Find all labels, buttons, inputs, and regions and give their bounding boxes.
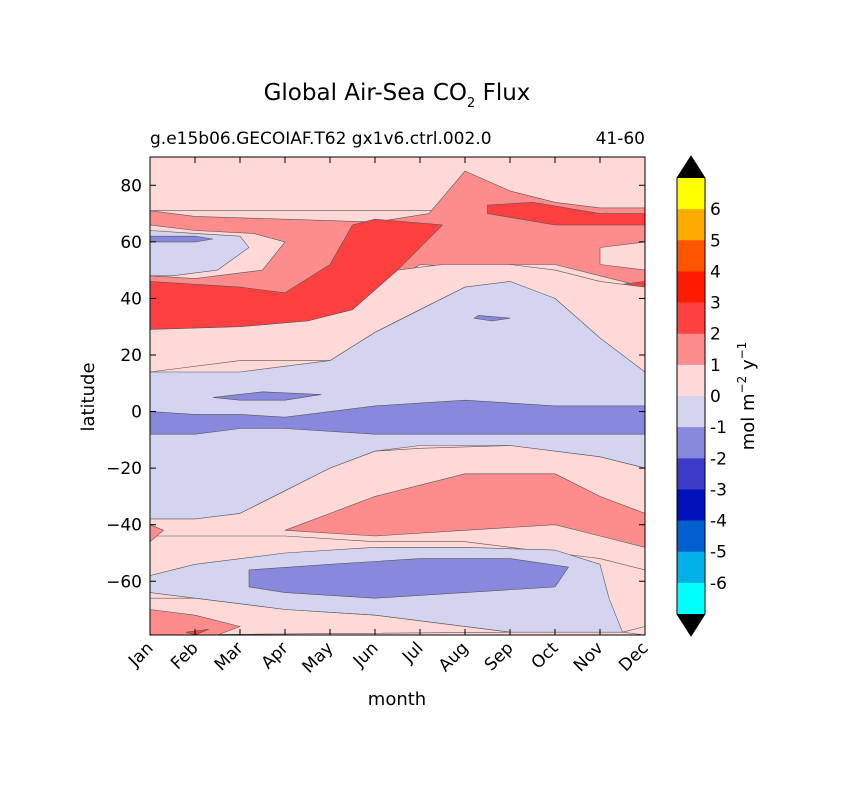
colorbar-tick-label: -2 [710, 449, 727, 469]
region-north-polar-0-1 [150, 157, 645, 211]
colorbar-band [677, 520, 705, 553]
y-tick-label: 20 [120, 346, 142, 366]
colorbar-tick-label: -5 [710, 543, 727, 563]
colorbar-band [677, 178, 705, 210]
colorbar-outline [676, 155, 706, 637]
region-antarctic-1-2 [150, 609, 241, 635]
x-tick-label-may: May [299, 638, 338, 677]
subtitle-left: g.e15b06.GECOIAF.T62 gx1v6.ctrl.002.0 [150, 129, 492, 149]
colorbar-tick-label: 1 [710, 356, 721, 376]
y-tick-label: 80 [120, 176, 142, 196]
y-tick-label: 0 [131, 403, 142, 423]
colorbar-tick-label: 2 [710, 325, 721, 345]
colorbar-band [677, 209, 705, 241]
plot-frame [149, 156, 646, 636]
colorbar-label: mol m−2 y−1 [735, 342, 759, 451]
colorbar-band [677, 551, 705, 584]
colorbar-tick-label: -4 [710, 512, 727, 532]
contour-regions [150, 157, 645, 635]
x-tick-label-nov: Nov [570, 638, 608, 676]
x-tick-label-dec: Dec [615, 638, 652, 675]
chart-title: Global Air-Sea CO2 Flux [264, 80, 531, 111]
colorbar-band [677, 427, 705, 459]
y-axis-label: latitude [78, 362, 99, 431]
region-equatorial-patch-neg-2-1 [212, 391, 322, 401]
region-antarctic-patch-2-3 [185, 628, 209, 635]
colorbar-tick-label: 5 [710, 231, 721, 251]
colorbar-extend-max [677, 156, 705, 178]
region-south-west-1-2 [150, 524, 164, 543]
x-tick-label-jul: Jul [398, 638, 427, 667]
y-tick-label: 60 [120, 233, 142, 253]
x-tick-label-aug: Aug [435, 638, 473, 676]
region-north-east-2-3 [487, 202, 645, 226]
region-south-mid-lat-1-2 [284, 473, 645, 548]
x-tick-label-sep: Sep [481, 638, 518, 675]
x-tick-label-mar: Mar [211, 638, 248, 675]
region-southern-ocean-neg-2-1 [248, 558, 569, 599]
colorbar-band [677, 302, 705, 335]
y-tick-label: −40 [106, 516, 142, 536]
y-tick-label: −60 [106, 572, 142, 592]
colorbar-tick-label: -1 [710, 418, 727, 438]
colorbar-band [677, 396, 705, 428]
region-antarctic-0-1 [150, 597, 511, 635]
x-tick-label-jun: Jun [349, 638, 383, 672]
colorbar-band [677, 271, 705, 303]
colorbar-band [677, 582, 705, 615]
title-subscript: 2 [467, 96, 475, 111]
x-tick-label-apr: Apr [258, 638, 293, 673]
subtitle-right: 41-60 [596, 129, 645, 149]
colorbar-tick-label: 3 [710, 294, 721, 314]
colorbar-tick-label: 4 [710, 262, 721, 282]
colorbar-tick-label: -6 [710, 574, 727, 594]
x-tick-label-oct: Oct [528, 638, 563, 673]
colorbar-band [677, 333, 705, 366]
x-axis-label: month [368, 689, 426, 710]
colorbar-band [677, 364, 705, 397]
colorbar: 6 5 4 3 2 1 0 -1 -2 -3 -4 -5 -6 [676, 155, 727, 637]
colorbar-tick-label: 0 [710, 387, 721, 407]
colorbar-tick-label: -3 [710, 480, 727, 500]
x-tick-label-feb: Feb [167, 638, 202, 673]
colorbar-band [677, 489, 705, 521]
y-tick-label: −20 [106, 459, 142, 479]
region-equatorial-neg-2-1 [150, 399, 645, 435]
y-axis-ticks: 80 60 40 20 0 −20 −40 −60 [106, 176, 645, 592]
region-antarctic-east-0-1 [622, 626, 645, 635]
colorbar-tick-label: 6 [710, 200, 721, 220]
region-north-east-0-1 [599, 241, 645, 271]
region-north-patch-neg-2-1 [150, 235, 214, 243]
colorbar-band [677, 240, 705, 272]
colorbar-band [677, 458, 705, 490]
region-north-patch-2-neg-2-1 [473, 315, 511, 322]
x-tick-label-jan: Jan [124, 638, 157, 671]
colorbar-extend-min [677, 614, 705, 636]
y-tick-label: 40 [120, 289, 142, 309]
